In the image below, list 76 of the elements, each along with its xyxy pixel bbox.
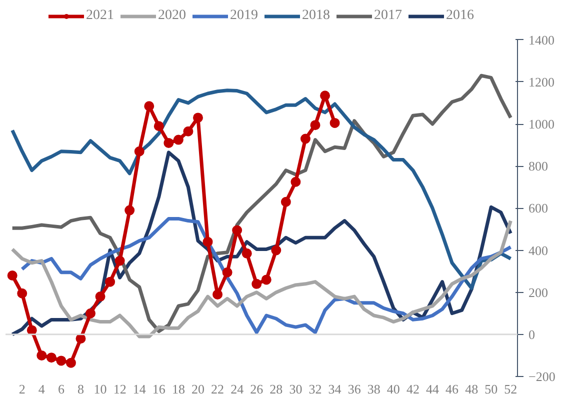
- x-tick-label: 28: [270, 382, 283, 396]
- legend-label: 2018: [302, 8, 330, 24]
- x-tick-label: 8: [77, 382, 84, 396]
- point: [134, 146, 144, 156]
- point: [114, 256, 125, 266]
- x-tick-label: 34: [328, 382, 342, 396]
- x-tick-label: 24: [230, 382, 244, 396]
- legend-label: 2020: [158, 8, 186, 24]
- point: [192, 112, 203, 123]
- point: [242, 248, 252, 258]
- point: [17, 288, 28, 298]
- x-tick-label: 16: [152, 382, 166, 396]
- x-tick-label: 48: [465, 382, 478, 396]
- legend-label: 2017: [374, 8, 402, 24]
- y-tick-label: 1000: [528, 116, 554, 132]
- point: [252, 278, 262, 289]
- x-tick-label: 40: [386, 382, 400, 396]
- y-tick-label: 400: [528, 242, 548, 258]
- x-tick-label: 36: [348, 382, 362, 396]
- x-tick-label: 50: [484, 382, 498, 396]
- point: [66, 358, 76, 368]
- point: [36, 350, 47, 360]
- x-tick-label: 44: [426, 382, 440, 396]
- x-tick-label: 6: [58, 382, 65, 396]
- x-tick-label: 14: [132, 382, 146, 396]
- point: [7, 270, 18, 280]
- x-tick-label: 12: [113, 382, 126, 396]
- x-tick-label: 22: [211, 382, 224, 396]
- point: [271, 245, 282, 256]
- y-tick-label: 0: [528, 326, 535, 342]
- y-tick-label: 1400: [528, 32, 554, 48]
- x-tick-label: 30: [289, 382, 302, 396]
- x-tick-label: 42: [406, 382, 420, 396]
- point: [144, 101, 154, 112]
- y-tick-label: 800: [528, 158, 548, 174]
- point: [222, 267, 232, 278]
- point: [310, 120, 320, 130]
- point: [280, 196, 291, 207]
- legend-label: 2019: [230, 8, 258, 24]
- y-tick-label: 600: [528, 200, 548, 216]
- y-tick-label: −200: [528, 369, 556, 384]
- point: [76, 334, 86, 344]
- x-tick-label: 32: [308, 382, 322, 396]
- point: [154, 121, 164, 132]
- point: [164, 138, 174, 148]
- x-tick-label: 46: [446, 382, 460, 396]
- point: [105, 276, 116, 287]
- point: [46, 352, 56, 363]
- x-tick-label: 52: [504, 382, 518, 396]
- x-tick-label: 18: [172, 382, 185, 396]
- point: [183, 126, 194, 136]
- point: [212, 289, 223, 300]
- point: [330, 118, 340, 128]
- legend-label: 2016: [446, 8, 474, 24]
- x-tick-label: 2: [18, 382, 26, 396]
- x-tick-label: 20: [191, 382, 204, 396]
- point: [124, 205, 135, 216]
- point: [95, 292, 106, 302]
- x-tick-label: 26: [250, 382, 264, 396]
- x-tick-label: 4: [38, 382, 46, 396]
- line-series: [10, 88, 512, 290]
- point: [232, 225, 242, 236]
- x-tick-label: 10: [94, 382, 107, 396]
- legend-label: 2021: [86, 8, 114, 24]
- point: [202, 236, 213, 247]
- point: [300, 134, 310, 144]
- point: [86, 308, 96, 318]
- point: [290, 176, 301, 187]
- point: [56, 356, 66, 366]
- y-tick-label: 200: [528, 284, 548, 300]
- x-tick-label: 38: [367, 382, 380, 396]
- point: [261, 274, 272, 285]
- line-series: [10, 74, 512, 334]
- point: [173, 134, 184, 145]
- point: [320, 90, 330, 101]
- y-tick-label: 1200: [528, 74, 554, 90]
